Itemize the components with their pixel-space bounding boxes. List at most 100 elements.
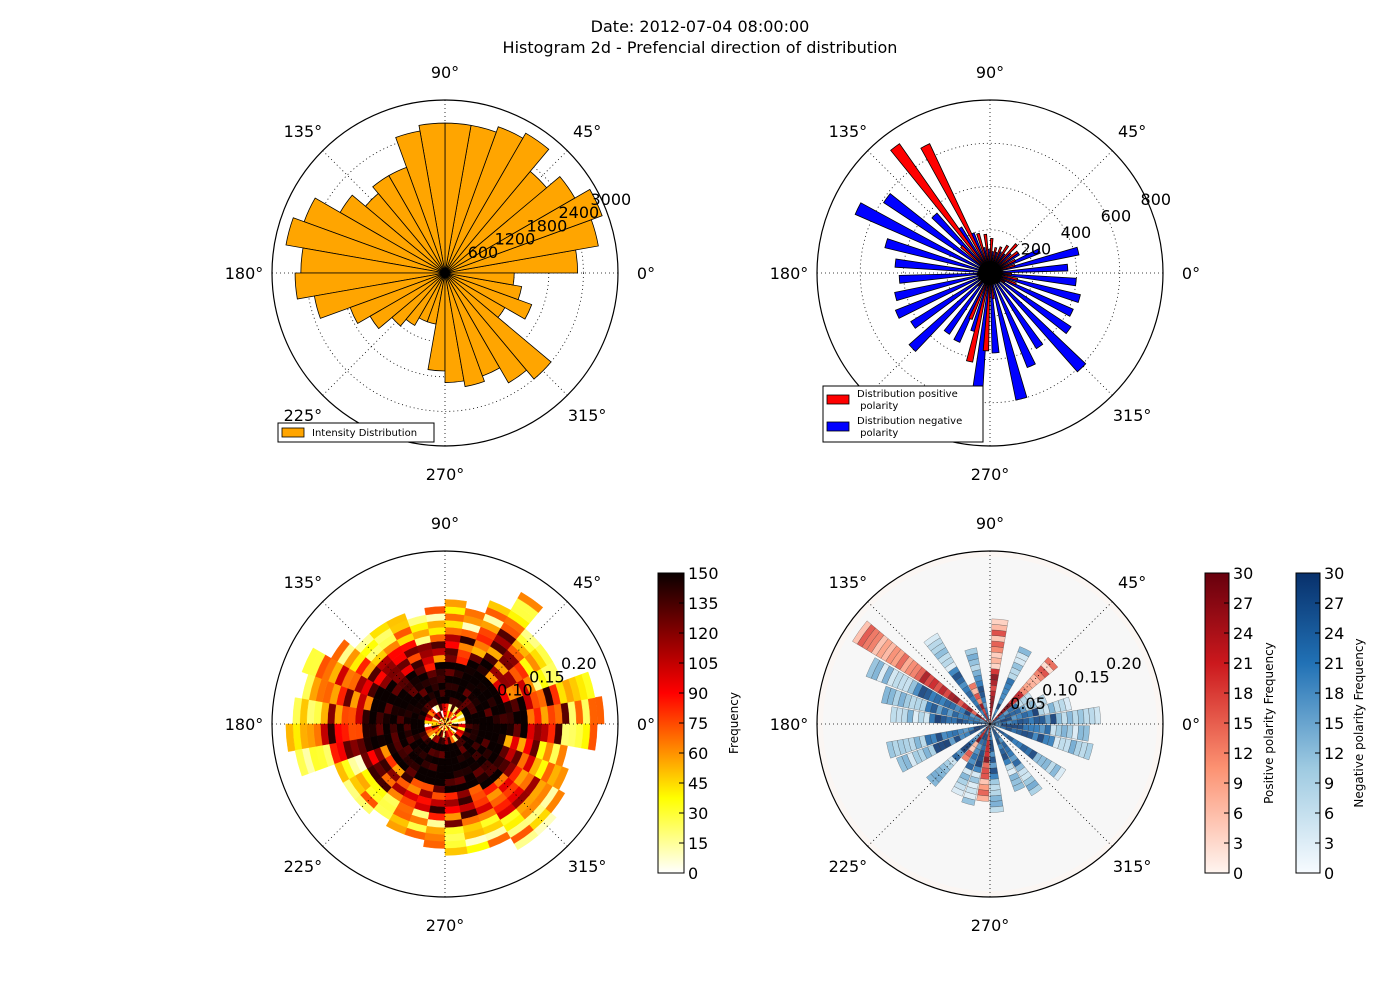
- radial-tick-label: 0.05: [1010, 694, 1046, 713]
- heatmap-cell: [438, 751, 446, 759]
- heatmap-cell: [444, 682, 453, 691]
- radial-tick-label: 2400: [559, 203, 600, 222]
- radial-grid-circle: [306, 134, 584, 412]
- heatmap-cell: [517, 591, 544, 613]
- heatmap-cell: [485, 715, 494, 725]
- radial-grid-circle: [946, 229, 1034, 317]
- angle-tick-label: 45°: [573, 573, 601, 592]
- colorbar-tick-label: 0: [688, 864, 698, 883]
- legend-box: [277, 422, 435, 443]
- heatmap-cell: [923, 632, 941, 647]
- radial-tick-label: 0.20: [561, 654, 597, 673]
- heatmap-cell: [991, 646, 1004, 654]
- heatmap-cell: [964, 647, 978, 657]
- colorbar-label: Frequency: [727, 692, 741, 754]
- heatmap-cell: [896, 756, 908, 773]
- heatmap-cell: [368, 723, 378, 738]
- intensity-bar: [444, 272, 552, 380]
- colorbar-tick-label: 60: [688, 744, 708, 763]
- heatmap-cell: [865, 657, 880, 679]
- negative-polarity-bar: [894, 272, 991, 302]
- colorbar-tick-label: 135: [688, 594, 719, 613]
- heatmap-cell: [519, 709, 529, 725]
- heatmap-cell: [945, 716, 952, 724]
- polarity-heatmap-plot: 0° 45° 90° 135° 180° 225° 270° 315° 0.050.100.15…: [770, 514, 1200, 935]
- angle-tick-label: 45°: [1118, 122, 1146, 141]
- heatmap-cell: [979, 778, 990, 786]
- negative-polarity-bar: [989, 272, 1081, 304]
- radial-tick-label: 400: [1061, 223, 1092, 242]
- heatmap-cell: [1017, 718, 1024, 725]
- colorbar-tick-label: 24: [1324, 624, 1344, 643]
- intensity-bar: [391, 272, 446, 327]
- frequency-heatmap-plot: 0° 45° 90° 135° 180° 225° 270° 315° 0.100.150.20: [225, 514, 655, 935]
- heatmap-cell: [940, 715, 947, 724]
- colorbars: 0153045607590105120135150Frequency036912…: [657, 564, 1366, 883]
- intensity-bar: [313, 272, 446, 319]
- legend-swatch-negative: [826, 421, 850, 432]
- negative-polarity-bar: [898, 272, 991, 284]
- polarity-rose-plot: 0°45°90°135°180°225°270°315°200400600800…: [770, 63, 1200, 484]
- heatmap-cell: [1049, 724, 1057, 736]
- angular-grid-line: [989, 723, 1113, 847]
- heatmap-cell: [976, 794, 989, 802]
- radial-tick-label: 1200: [495, 230, 536, 249]
- heatmap-cell: [978, 783, 990, 791]
- intensity-bar: [444, 126, 524, 274]
- angle-tick-label: 180°: [770, 264, 809, 283]
- positive-polarity-bar: [968, 272, 991, 320]
- heatmap-cell: [444, 791, 459, 801]
- radial-tick-label: 600: [468, 243, 499, 262]
- heatmap-cell: [444, 805, 461, 815]
- heatmap-cell: [472, 723, 480, 731]
- negative-polarity-bar: [953, 272, 991, 343]
- intensity-bar: [369, 272, 446, 330]
- heatmap-cell: [1093, 706, 1101, 725]
- heatmap-cell: [989, 784, 1001, 791]
- intensity-bar: [444, 272, 485, 388]
- heatmap-cell: [951, 786, 965, 797]
- positive-polarity-bar: [890, 143, 991, 274]
- legend-swatch-positive: [826, 394, 850, 405]
- heatmap-cell: [1055, 712, 1063, 725]
- negative-polarity-bar: [989, 272, 1077, 287]
- heatmap-cell: [437, 757, 446, 766]
- heatmap-cell: [990, 657, 1002, 665]
- negative-polarity-bar: [854, 202, 991, 274]
- heatmap-cell: [444, 654, 458, 663]
- heatmap-cell: [977, 789, 989, 797]
- negative-polarity-bar: [989, 272, 1074, 317]
- heatmap-cell: [956, 718, 963, 724]
- heatmap-cell: [431, 647, 446, 657]
- radial-tick-label: 0.10: [497, 681, 533, 700]
- negative-polarity-bar: [883, 193, 991, 274]
- legend-label-line: Distribution positive: [857, 389, 958, 400]
- heatmap-cell: [1033, 724, 1040, 733]
- heatmap-cell: [1082, 725, 1090, 742]
- heatmap-cell: [389, 714, 398, 725]
- heatmap-cell: [990, 674, 999, 681]
- heatmap-cell: [981, 767, 990, 774]
- angle-tick-label: 90°: [976, 514, 1004, 533]
- heatmap-cell: [1083, 742, 1094, 761]
- heatmap-cell: [1024, 692, 1034, 703]
- radial-tick-label: 0.20: [1106, 654, 1142, 673]
- heatmap-cell: [430, 640, 446, 650]
- heatmap-cell: [444, 640, 460, 650]
- colorbar-tick-label: 0: [1324, 864, 1334, 883]
- colorbar-tick-label: 6: [1233, 804, 1243, 823]
- heatmap-cell: [499, 712, 508, 725]
- heatmap-cell: [431, 791, 446, 801]
- heatmap-cell: [432, 785, 446, 794]
- angle-tick-label: 315°: [1113, 406, 1152, 425]
- heatmap-cell: [1063, 696, 1072, 711]
- negative-polarity-bar: [989, 272, 1028, 401]
- angle-tick-label: 180°: [225, 715, 264, 734]
- heatmap-cell: [989, 778, 1000, 786]
- legend-box: [822, 385, 984, 443]
- polar-axis-frame: [271, 99, 619, 447]
- negative-polarity-bar: [989, 272, 1036, 369]
- colorbar-tick-label: 9: [1233, 774, 1243, 793]
- angle-tick-label: 180°: [770, 715, 809, 734]
- heatmap-cell: [1044, 714, 1052, 725]
